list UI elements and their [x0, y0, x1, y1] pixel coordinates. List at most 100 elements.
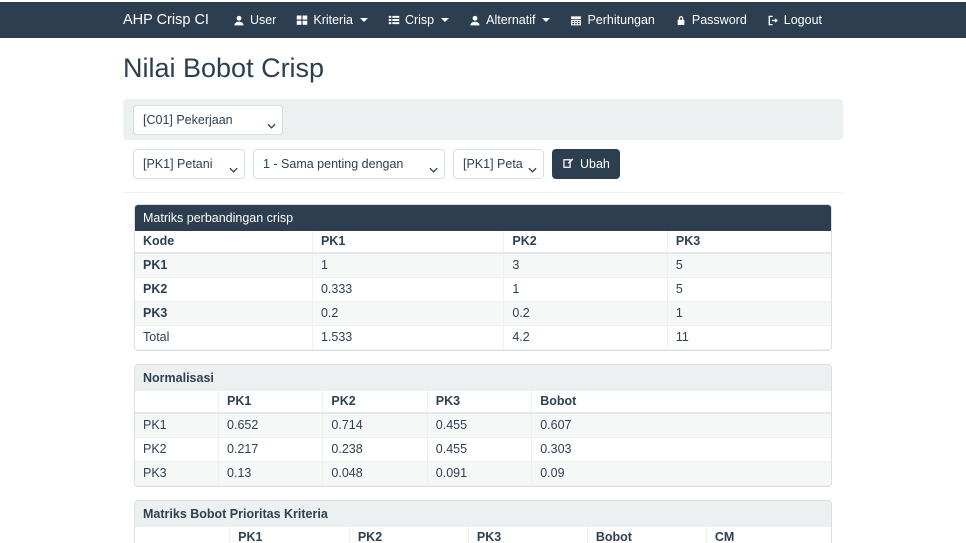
top-navbar: AHP Crisp CI User Kriteria Crisp: [0, 2, 966, 38]
cell: 1: [666, 301, 831, 326]
row-label: Total: [135, 325, 313, 350]
column-header: [135, 391, 220, 414]
compare-left-select[interactable]: [PK1] Petani: [133, 149, 245, 179]
column-header: PK2: [322, 391, 428, 414]
compare-left-wrapper: [PK1] Petani: [133, 149, 245, 179]
user-icon: [469, 14, 481, 27]
criteria-select-wrapper: [C01] Pekerjaan: [133, 104, 283, 135]
column-header: [135, 527, 231, 543]
chevron-down-icon: [441, 18, 450, 22]
cell: 0.217: [218, 437, 324, 462]
cell: 5: [666, 252, 831, 278]
row-label: PK3: [135, 301, 313, 326]
user-icon: [233, 14, 245, 27]
column-header: PK3: [426, 391, 533, 414]
cell: 0.13: [218, 461, 324, 486]
table-header-row: PK1 PK2 PK3 Bobot CM: [135, 527, 831, 543]
nav-item-label: Crisp: [404, 13, 435, 27]
column-header: Kode: [135, 231, 313, 254]
cell: 0.238: [322, 437, 428, 462]
nav-item-user[interactable]: User: [223, 2, 286, 38]
app-brand[interactable]: AHP Crisp CI: [123, 12, 209, 28]
column-header: CM: [705, 527, 831, 543]
cell: 1: [311, 252, 505, 278]
cell: 11: [666, 325, 831, 350]
cell: 0.09: [531, 461, 831, 486]
table-row: PK2 0.217 0.238 0.455 0.303: [135, 437, 831, 462]
nav-item-kriteria[interactable]: Kriteria: [286, 2, 378, 38]
nav-item-label: Password: [691, 13, 747, 27]
cell: 0.455: [426, 437, 533, 462]
lock-icon: [675, 14, 687, 27]
column-header: PK2: [348, 527, 469, 543]
criteria-well: [C01] Pekerjaan: [123, 99, 843, 140]
normalization-title: Normalisasi: [135, 365, 831, 391]
comparison-matrix-panel: Matriks perbandingan crisp Kode PK1 PK2 …: [134, 204, 832, 351]
column-header: Bobot: [531, 391, 831, 414]
nav-item-logout[interactable]: Logout: [757, 2, 832, 38]
cell: 0.2: [311, 301, 505, 326]
criteria-select[interactable]: [C01] Pekerjaan: [133, 104, 283, 135]
page-title: Nilai Bobot Crisp: [123, 53, 325, 83]
cell: 0.607: [531, 412, 831, 438]
update-button[interactable]: Ubah: [552, 149, 620, 179]
table-row: PK1 0.652 0.714 0.455 0.607: [135, 412, 831, 438]
comparison-matrix-table: Kode PK1 PK2 PK3 PK1 1 3 5 PK2 0.333 1 5: [135, 231, 831, 350]
cell: 4.2: [503, 325, 668, 350]
table-row: PK3 0.13 0.048 0.091 0.09: [135, 461, 831, 486]
cell: 0.455: [426, 412, 533, 438]
update-button-label: Ubah: [580, 157, 610, 171]
row-label: PK1: [135, 252, 313, 278]
priority-matrix-title: Matriks Bobot Prioritas Kriteria: [135, 501, 831, 527]
nav-item-label: User: [249, 13, 277, 27]
cell: 0.2: [503, 301, 668, 326]
grid-icon: [296, 14, 308, 26]
cell: 0.714: [322, 412, 428, 438]
row-label: PK3: [135, 461, 220, 486]
comparison-form: [PK1] Petani 1 - Sama penting dengan [PK…: [123, 140, 843, 193]
nav-item-crisp[interactable]: Crisp: [378, 2, 459, 38]
column-header: PK1: [229, 527, 350, 543]
normalization-panel: Normalisasi PK1 PK2 PK3 Bobot PK1 0.652 …: [134, 364, 832, 487]
column-header: PK2: [503, 231, 668, 254]
compare-right-select[interactable]: [PK1] Petani: [453, 149, 544, 179]
column-header: Bobot: [586, 527, 707, 543]
row-label: PK2: [135, 437, 220, 462]
nav-item-alternatif[interactable]: Alternatif: [459, 2, 560, 38]
logout-icon: [767, 14, 779, 27]
cell: 1.533: [311, 325, 505, 350]
row-label: PK2: [135, 277, 313, 302]
nav-item-perhitungan[interactable]: Perhitungan: [560, 2, 664, 38]
table-header-row: PK1 PK2 PK3 Bobot: [135, 391, 831, 414]
row-label: PK1: [135, 412, 220, 438]
table-row: PK3 0.2 0.2 1: [135, 301, 831, 326]
edit-icon: [562, 157, 574, 172]
cell: 0.333: [311, 277, 505, 302]
list-icon: [388, 14, 400, 26]
priority-matrix-table: PK1 PK2 PK3 Bobot CM: [135, 527, 831, 543]
compare-right-wrapper: [PK1] Petani: [453, 149, 544, 179]
nav-item-password[interactable]: Password: [665, 2, 757, 38]
cell: 0.091: [426, 461, 533, 486]
table-row: PK2 0.333 1 5: [135, 277, 831, 302]
cell: 0.048: [322, 461, 428, 486]
chevron-down-icon: [359, 18, 368, 22]
column-header: PK3: [467, 527, 588, 543]
nav-item-label: Perhitungan: [587, 13, 655, 27]
calendar-icon: [570, 14, 582, 27]
column-header: PK3: [666, 231, 831, 254]
cell: 1: [503, 277, 668, 302]
cell: 3: [503, 252, 668, 278]
table-header-row: Kode PK1 PK2 PK3: [135, 231, 831, 254]
nav-item-label: Kriteria: [313, 13, 353, 27]
column-header: PK1: [218, 391, 324, 414]
priority-matrix-panel: Matriks Bobot Prioritas Kriteria PK1 PK2…: [134, 500, 832, 543]
column-header: PK1: [311, 231, 505, 254]
compare-scale-select[interactable]: 1 - Sama penting dengan: [253, 149, 445, 179]
table-row: PK1 1 3 5: [135, 252, 831, 278]
table-row-total: Total 1.533 4.2 11: [135, 325, 831, 350]
compare-scale-wrapper: 1 - Sama penting dengan: [253, 149, 445, 179]
cell: 0.652: [218, 412, 324, 438]
comparison-matrix-title: Matriks perbandingan crisp: [135, 205, 831, 231]
cell: 5: [666, 277, 831, 302]
